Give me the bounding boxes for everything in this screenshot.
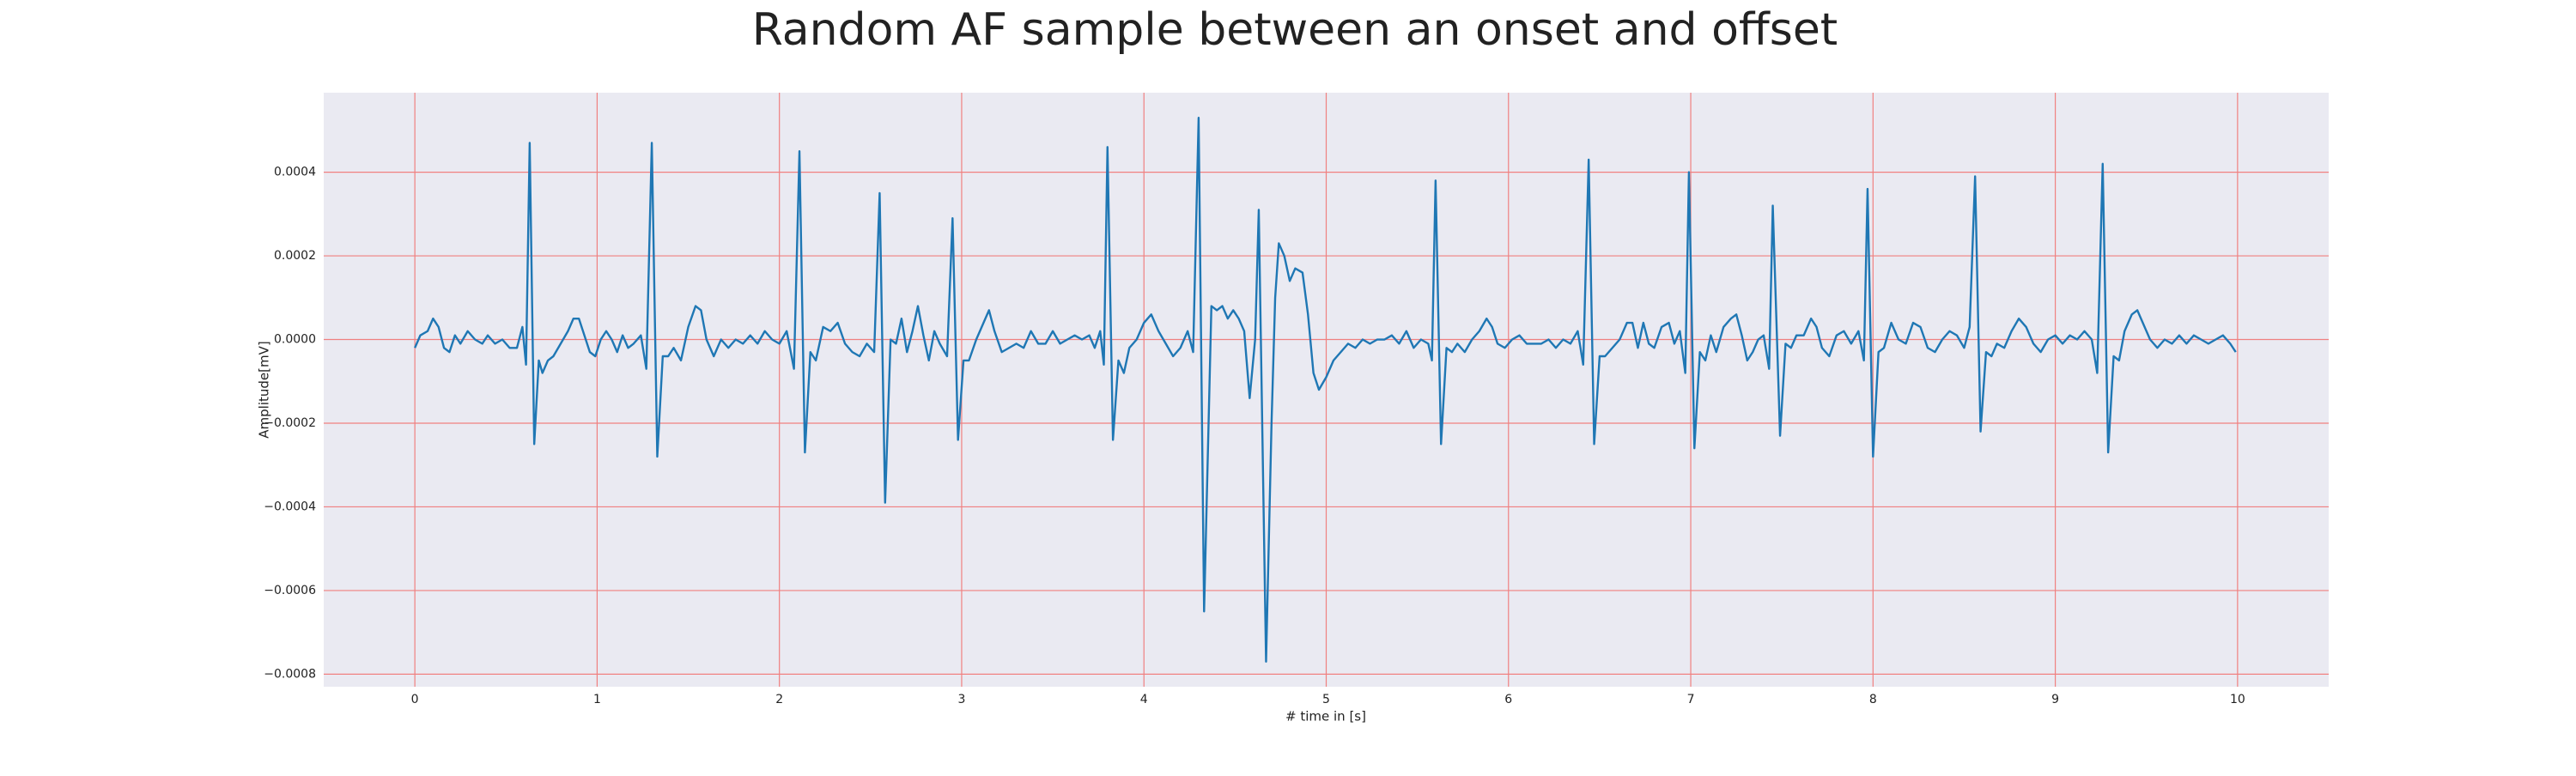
x-tick-label: 6 [1504,693,1512,706]
x-tick-label: 4 [1140,693,1148,706]
signal-line [414,117,2237,663]
x-tick-label: 7 [1687,693,1695,706]
y-tick-label: −0.0002 [264,416,316,430]
x-tick-label: 9 [2051,693,2059,706]
x-tick-label: 0 [411,693,419,706]
y-tick-label: −0.0006 [264,584,316,597]
y-tick-label: −0.0004 [264,500,316,513]
x-tick-label: 3 [957,693,965,706]
chart-title: Random AF sample between an onset and of… [752,4,1838,56]
x-tick-label: 2 [775,693,783,706]
x-axis-label: # time in [s] [1285,709,1366,724]
y-axis-label: Amplitude[mV] [257,341,272,438]
x-tick-label: 8 [1869,693,1877,706]
y-tick-label: 0.0002 [274,249,316,263]
y-tick-label: −0.0008 [264,667,316,681]
x-tick-label: 5 [1322,693,1330,706]
x-tick-label: 1 [593,693,601,706]
y-tick-label: 0.0004 [274,166,316,179]
y-tick-label: 0.0000 [274,333,316,347]
x-tick-label: 10 [2230,693,2245,706]
